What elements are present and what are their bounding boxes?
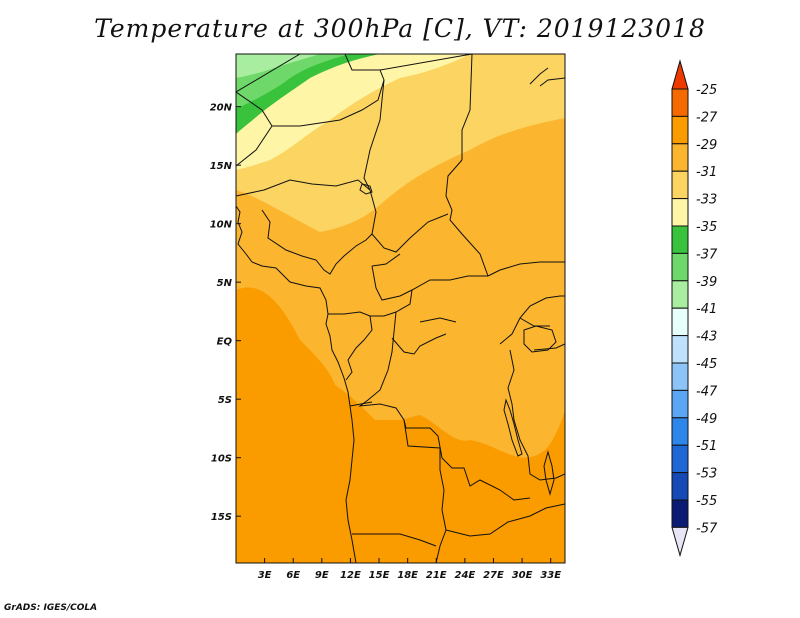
lon-tick-label: 15E	[369, 570, 390, 581]
field-orange-dark-region	[236, 287, 565, 563]
coastline-west	[236, 205, 357, 563]
border-namibia	[352, 533, 437, 547]
lon-tick-label: 24E	[454, 570, 475, 581]
lat-tick-label: 10N	[210, 220, 233, 231]
colorbar-label: -37	[696, 247, 718, 262]
border-nigeria-cameroon	[261, 209, 373, 275]
colorbar-label: -45	[696, 357, 717, 372]
colorbar-swatch	[671, 444, 689, 474]
colorbar-swatch	[671, 252, 689, 282]
colorbar-swatch	[671, 335, 689, 364]
lat-tick-label: 10S	[211, 454, 232, 465]
border-algeria-libya-niger	[236, 54, 385, 127]
lat-tick-label: EQ	[217, 337, 233, 348]
border-zambia-south	[445, 503, 565, 537]
colorbar-label: -35	[696, 220, 717, 235]
border-mali-niger	[236, 125, 273, 167]
lat-tick-group: 20N 15N 10N 5N EQ 5S 10S 15S	[210, 103, 241, 523]
colorbar-label: -51	[696, 439, 717, 454]
colorbar-swatch	[671, 225, 689, 254]
lon-tick-group: 3E 6E 9E 12E 15E 18E 21E 24E 27E 30E 33E	[258, 558, 561, 581]
congo-river	[391, 317, 457, 355]
colorbar-label: -33	[696, 193, 717, 208]
colorbar-label: -29	[696, 138, 717, 153]
lake-tanganyika	[503, 398, 523, 457]
colorbar-label: -39	[696, 275, 717, 290]
colorbar-label: -31	[696, 165, 717, 180]
colorbar-label: -53	[696, 467, 717, 482]
colorbar-top-arrow	[671, 59, 689, 90]
border-drc-west	[358, 311, 531, 501]
lat-tick-label: 15S	[211, 512, 232, 523]
lake-malawi	[543, 450, 555, 496]
lat-tick-label: 15N	[210, 161, 233, 172]
colorbar-label: -43	[696, 330, 717, 345]
colorbar-swatch	[671, 362, 689, 391]
lon-tick-label: 21E	[426, 570, 447, 581]
colorbar-swatch	[671, 170, 689, 200]
lon-tick-label: 6E	[286, 570, 300, 581]
colorbar-swatch	[671, 389, 689, 419]
lon-tick-label: 27E	[483, 570, 504, 581]
colorbar-label: -47	[696, 384, 718, 399]
lake-victoria	[523, 325, 557, 353]
lat-tick-label: 20N	[210, 103, 233, 114]
lon-tick-label: 18E	[397, 570, 418, 581]
colorbar-label: -55	[696, 494, 717, 509]
border-niger-nigeria-chad	[236, 79, 385, 235]
lon-tick-label: 3E	[258, 570, 272, 581]
field-orange-dark-coast	[236, 320, 325, 410]
colorbar-swatch	[671, 417, 689, 446]
temperature-field	[236, 54, 565, 563]
map-frame	[235, 53, 566, 564]
colorbar-label: -57	[696, 521, 718, 536]
border-angola-zambia	[349, 401, 447, 563]
field-pale-green-corner	[236, 54, 285, 64]
colorbar-label: -41	[696, 302, 717, 317]
lon-tick-label: 33E	[540, 570, 561, 581]
border-libya-chad	[379, 54, 473, 160]
lat-tick-label: 5S	[218, 395, 232, 406]
colorbar-swatch	[671, 88, 689, 117]
colorbar-bottom-arrow	[671, 526, 689, 558]
lake-chad	[359, 183, 373, 195]
colorbar: -25 -27 -29 -31 -33 -35 -37 -39 -41 -43 -45 -47 -49 -…	[671, 59, 718, 558]
grads-credit: GrADS: IGES/COLA	[4, 603, 98, 613]
colorbar-label: -25	[696, 83, 717, 98]
colorbar-swatch	[671, 307, 689, 337]
lon-tick-label: 30E	[512, 570, 533, 581]
colorbar-label: -49	[696, 412, 717, 427]
border-drc-east-lakes	[507, 349, 565, 481]
border-sudan-south-sudan	[487, 261, 565, 277]
colorbar-swatch	[671, 115, 689, 145]
map-title: Temperature at 300hPa [C], VT: 201912301…	[94, 14, 706, 43]
border-uganda-kenya	[499, 295, 565, 351]
colorbar-swatch	[671, 499, 689, 528]
country-borders	[236, 54, 565, 563]
colorbar-swatch	[671, 280, 689, 309]
colorbar-swatch	[671, 198, 689, 227]
border-chad-sudan	[445, 159, 489, 277]
red-sea-coast	[529, 67, 565, 87]
colorbar-swatch	[671, 472, 689, 501]
colorbar-swatch	[671, 143, 689, 172]
lon-tick-label: 12E	[340, 570, 361, 581]
lon-tick-label: 9E	[315, 570, 329, 581]
lat-tick-label: 5N	[217, 278, 233, 289]
colorbar-label: -27	[696, 110, 718, 125]
